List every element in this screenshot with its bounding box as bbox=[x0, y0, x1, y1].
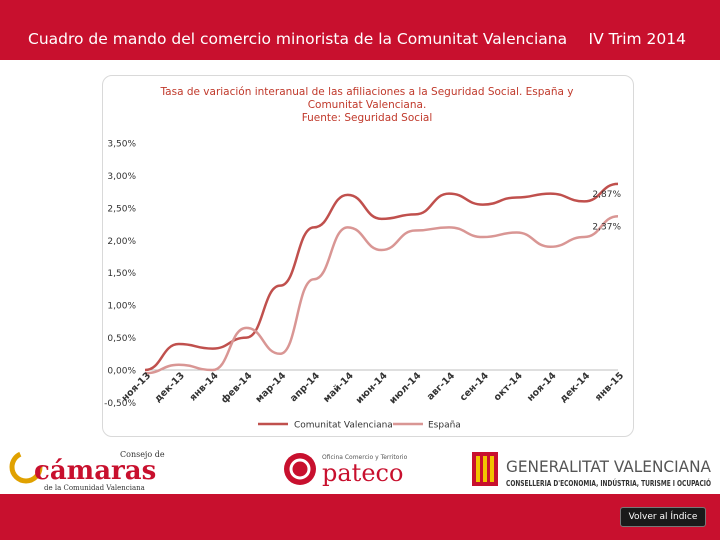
x-tick-label: окт-14 bbox=[492, 370, 525, 403]
chart-title: Tasa de variación interanual de las afil… bbox=[105, 86, 629, 125]
generalitat-logo: GENERALITAT VALENCIANA CONSELLERIA D'ECO… bbox=[472, 452, 711, 488]
camaras-logo: Consejo de cámaras de la Comunidad Valen… bbox=[9, 450, 165, 492]
generalitat-name-text: GENERALITAT VALENCIANA bbox=[506, 457, 711, 476]
pateco-logo-ring bbox=[289, 458, 311, 480]
legend-label-comunitat: Comunitat Valenciana bbox=[294, 421, 393, 431]
y-tick-label: 2,50% bbox=[107, 204, 136, 214]
y-tick-label: 0,50% bbox=[107, 334, 136, 344]
pateco-logo-mark bbox=[284, 453, 316, 485]
camaras-name-text: cámaras bbox=[34, 456, 156, 486]
series-line-espana bbox=[144, 215, 619, 375]
x-tick-label: янв-14 bbox=[188, 370, 221, 403]
y-tick-label: 0,00% bbox=[107, 367, 136, 377]
pateco-small-text: Oficina Comercio y Territorio bbox=[322, 454, 408, 461]
legend-label-espana: España bbox=[428, 421, 461, 431]
y-tick-label: 1,50% bbox=[107, 269, 136, 279]
x-tick-label: янв-15 bbox=[593, 370, 626, 403]
chart-container bbox=[102, 75, 634, 437]
generalitat-sub-text: CONSELLERIA D'ECONOMIA, INDÚSTRIA, TURIS… bbox=[506, 479, 711, 488]
end-data-label: 2,37% bbox=[592, 222, 621, 232]
back-to-index-button[interactable]: Volver al Índice bbox=[620, 507, 706, 527]
y-tick-label: 3,00% bbox=[107, 172, 136, 182]
header-bar: Cuadro de mando del comercio minorista d… bbox=[0, 0, 720, 60]
x-tick-label: апр-14 bbox=[288, 370, 322, 404]
x-tick-label: май-14 bbox=[321, 370, 356, 405]
end-data-label: 2,87% bbox=[592, 190, 621, 200]
x-tick-label: сен-14 bbox=[458, 370, 491, 403]
shield-stripe-1 bbox=[476, 456, 480, 482]
y-tick-label: 2,00% bbox=[107, 237, 136, 247]
x-tick-label: дек-13 bbox=[152, 370, 186, 404]
x-tick-label: фев-14 bbox=[219, 370, 255, 406]
camaras-top-text: Consejo de bbox=[120, 450, 165, 459]
chart-title-line-3: Fuente: Seguridad Social bbox=[301, 112, 433, 124]
x-tick-label: мар-14 bbox=[254, 370, 289, 405]
chart-title-line-2: Comunitat Valenciana. bbox=[307, 99, 427, 111]
shield-stripe-3 bbox=[490, 456, 494, 482]
series-line-comunitat bbox=[144, 182, 619, 372]
pateco-name-text: pateco bbox=[322, 459, 403, 487]
x-tick-label: авг-14 bbox=[425, 370, 457, 402]
y-tick-label: 1,00% bbox=[107, 302, 136, 312]
x-tick-label: июн-14 bbox=[354, 370, 390, 406]
x-tick-label: июл-14 bbox=[387, 370, 423, 406]
y-tick-label: -0,50% bbox=[104, 399, 136, 409]
camaras-sub-text: de la Comunidad Valenciana bbox=[44, 484, 145, 492]
y-tick-label: 3,50% bbox=[107, 140, 136, 150]
camaras-logo-mark bbox=[9, 450, 43, 484]
shield-stripe-2 bbox=[483, 456, 487, 482]
x-tick-label: дек-14 bbox=[558, 370, 593, 405]
footer-bar bbox=[0, 494, 720, 540]
chart-title-line-1: Tasa de variación interanual de las afil… bbox=[160, 86, 574, 98]
pateco-logo: Oficina Comercio y Territorio pateco bbox=[284, 453, 408, 487]
page-title: Cuadro de mando del comercio minorista d… bbox=[28, 30, 568, 48]
x-tick-label: ноя-14 bbox=[525, 370, 559, 404]
period-label: IV Trim 2014 bbox=[588, 30, 686, 48]
